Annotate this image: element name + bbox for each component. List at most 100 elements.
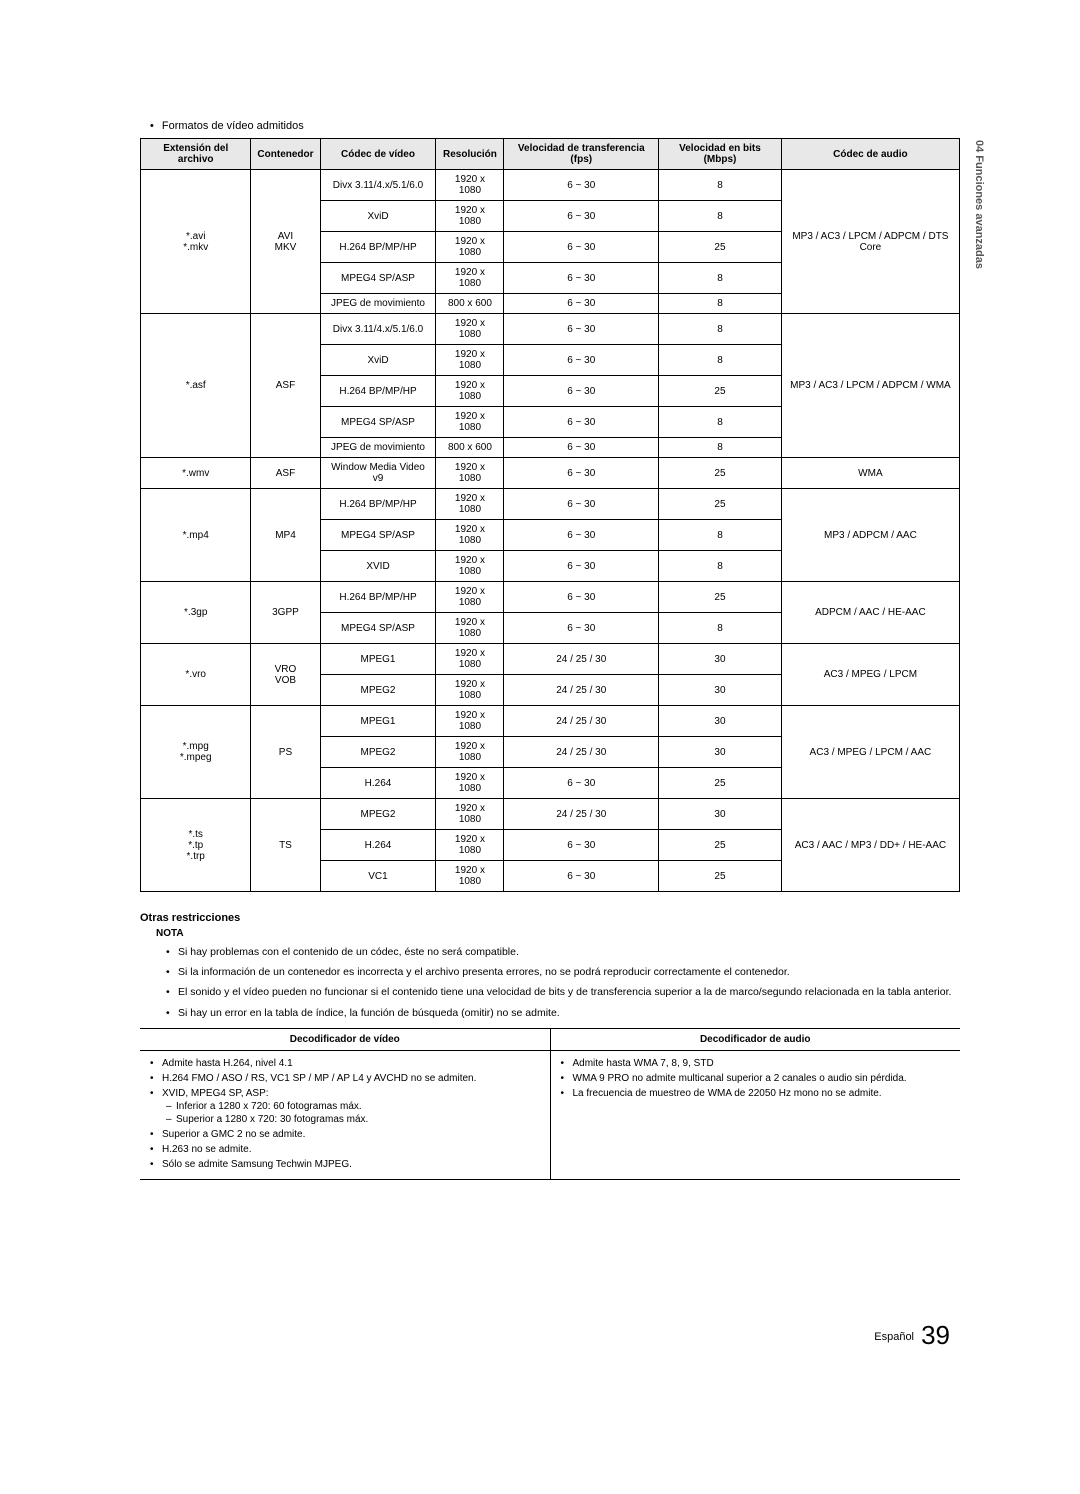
cell-fps: 6 ~ 30 (504, 768, 659, 799)
cell-ext: *.mp4 (141, 489, 251, 582)
cell-fps: 6 ~ 30 (504, 582, 659, 613)
dec-item: Superior a GMC 2 no se admite. (148, 1128, 542, 1141)
dec-item: XVID, MPEG4 SP, ASP: Inferior a 1280 x 7… (148, 1087, 542, 1126)
cell-res: 1920 x 1080 (436, 376, 504, 407)
cell-fps: 6 ~ 30 (504, 407, 659, 438)
cell-mbps: 8 (659, 201, 782, 232)
table-row: *.vroVROVOBMPEG11920 x 108024 / 25 / 303… (141, 644, 960, 675)
cell-mbps: 8 (659, 520, 782, 551)
cell-res: 1920 x 1080 (436, 830, 504, 861)
dec-item: Admite hasta WMA 7, 8, 9, STD (559, 1057, 953, 1070)
table-row: *.mp4MP4H.264 BP/MP/HP1920 x 10806 ~ 302… (141, 489, 960, 520)
cell-mbps: 25 (659, 861, 782, 892)
cell-mbps: 8 (659, 294, 782, 314)
dec-item: WMA 9 PRO no admite multicanal superior … (559, 1072, 953, 1085)
table-row: *.3gp3GPPH.264 BP/MP/HP1920 x 10806 ~ 30… (141, 582, 960, 613)
cell-vcodec: XviD (320, 201, 436, 232)
cell-res: 1920 x 1080 (436, 201, 504, 232)
cell-vcodec: H.264 (320, 830, 436, 861)
cell-container: PS (251, 706, 320, 799)
cell-mbps: 30 (659, 737, 782, 768)
cell-res: 1920 x 1080 (436, 458, 504, 489)
cell-res: 1920 x 1080 (436, 314, 504, 345)
th-video-decoder: Decodificador de vídeo (140, 1028, 550, 1050)
cell-mbps: 8 (659, 438, 782, 458)
cell-container: AVIMKV (251, 170, 320, 314)
cell-mbps: 30 (659, 706, 782, 737)
th-audio-decoder: Decodificador de audio (550, 1028, 960, 1050)
cell-mbps: 8 (659, 613, 782, 644)
page-footer: Español 39 (140, 1320, 960, 1351)
restriction-item: Si hay un error en la tabla de índice, l… (166, 1006, 960, 1020)
cell-fps: 24 / 25 / 30 (504, 706, 659, 737)
cell-vcodec: H.264 BP/MP/HP (320, 489, 436, 520)
th-acodec: Códec de audio (781, 139, 959, 170)
cell-acodec: ADPCM / AAC / HE-AAC (781, 582, 959, 644)
cell-acodec: AC3 / MPEG / LPCM / AAC (781, 706, 959, 799)
cell-vcodec: MPEG2 (320, 737, 436, 768)
cell-res: 1920 x 1080 (436, 407, 504, 438)
cell-ext: *.ts*.tp*.trp (141, 799, 251, 892)
cell-vcodec: MPEG1 (320, 706, 436, 737)
cell-res: 1920 x 1080 (436, 263, 504, 294)
cell-res: 1920 x 1080 (436, 551, 504, 582)
cell-res: 1920 x 1080 (436, 644, 504, 675)
th-vcodec: Códec de vídeo (320, 139, 436, 170)
cell-ext: *.asf (141, 314, 251, 458)
cell-fps: 6 ~ 30 (504, 345, 659, 376)
cell-vcodec: Divx 3.11/4.x/5.1/6.0 (320, 170, 436, 201)
cell-mbps: 25 (659, 768, 782, 799)
cell-res: 1920 x 1080 (436, 613, 504, 644)
cell-acodec: WMA (781, 458, 959, 489)
cell-ext: *.vro (141, 644, 251, 706)
cell-res: 1920 x 1080 (436, 675, 504, 706)
cell-vcodec: XVID (320, 551, 436, 582)
dec-subitem: Superior a 1280 x 720: 30 fotogramas máx… (166, 1113, 542, 1126)
cell-fps: 6 ~ 30 (504, 232, 659, 263)
audio-decoder-cell: Admite hasta WMA 7, 8, 9, STD WMA 9 PRO … (550, 1050, 960, 1179)
cell-ext: *.3gp (141, 582, 251, 644)
cell-mbps: 8 (659, 407, 782, 438)
cell-vcodec: H.264 BP/MP/HP (320, 582, 436, 613)
cell-res: 800 x 600 (436, 438, 504, 458)
table-row: *.avi*.mkvAVIMKVDivx 3.11/4.x/5.1/6.0192… (141, 170, 960, 201)
cell-container: ASF (251, 458, 320, 489)
cell-vcodec: Divx 3.11/4.x/5.1/6.0 (320, 314, 436, 345)
cell-container: ASF (251, 314, 320, 458)
table-row: *.asfASFDivx 3.11/4.x/5.1/6.01920 x 1080… (141, 314, 960, 345)
cell-vcodec: MPEG4 SP/ASP (320, 263, 436, 294)
cell-fps: 6 ~ 30 (504, 170, 659, 201)
cell-fps: 6 ~ 30 (504, 376, 659, 407)
table-row: *.mpg*.mpegPSMPEG11920 x 108024 / 25 / 3… (141, 706, 960, 737)
dec-item: H.263 no se admite. (148, 1143, 542, 1156)
dec-item: La frecuencia de muestreo de WMA de 2205… (559, 1087, 953, 1100)
cell-vcodec: MPEG2 (320, 675, 436, 706)
cell-fps: 6 ~ 30 (504, 438, 659, 458)
cell-fps: 6 ~ 30 (504, 263, 659, 294)
cell-fps: 24 / 25 / 30 (504, 737, 659, 768)
dec-subitem: Inferior a 1280 x 720: 60 fotogramas máx… (166, 1100, 542, 1113)
cell-res: 800 x 600 (436, 294, 504, 314)
cell-mbps: 25 (659, 376, 782, 407)
cell-mbps: 8 (659, 170, 782, 201)
cell-mbps: 25 (659, 458, 782, 489)
cell-res: 1920 x 1080 (436, 232, 504, 263)
cell-fps: 6 ~ 30 (504, 458, 659, 489)
cell-fps: 6 ~ 30 (504, 861, 659, 892)
video-decoder-cell: Admite hasta H.264, nivel 4.1 H.264 FMO … (140, 1050, 550, 1179)
cell-fps: 6 ~ 30 (504, 830, 659, 861)
cell-res: 1920 x 1080 (436, 861, 504, 892)
restriction-item: Si la información de un contenedor es in… (166, 965, 960, 979)
cell-mbps: 25 (659, 489, 782, 520)
formats-table: Extensión del archivo Contenedor Códec d… (140, 138, 960, 892)
cell-fps: 6 ~ 30 (504, 294, 659, 314)
cell-res: 1920 x 1080 (436, 706, 504, 737)
th-mbps: Velocidad en bits (Mbps) (659, 139, 782, 170)
cell-vcodec: MPEG4 SP/ASP (320, 613, 436, 644)
cell-container: TS (251, 799, 320, 892)
cell-res: 1920 x 1080 (436, 345, 504, 376)
th-fps: Velocidad de transferencia (fps) (504, 139, 659, 170)
cell-container: VROVOB (251, 644, 320, 706)
cell-res: 1920 x 1080 (436, 768, 504, 799)
nota-label: NOTA (156, 928, 960, 939)
